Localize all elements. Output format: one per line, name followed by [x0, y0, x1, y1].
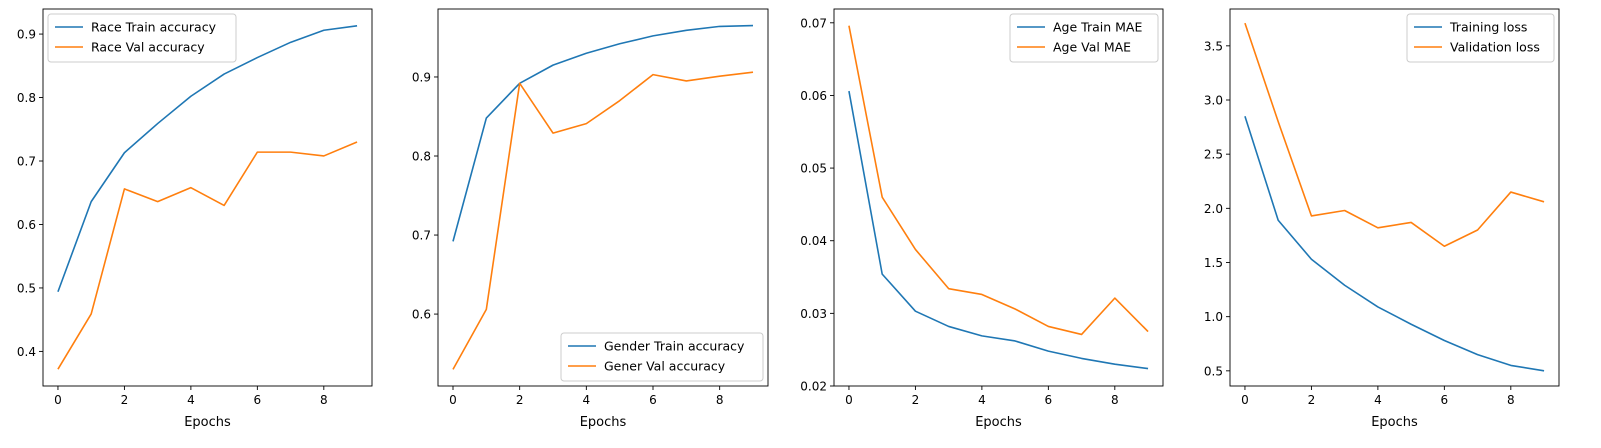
- x-tick-label: 2: [121, 393, 129, 407]
- y-tick-label: 1.5: [1204, 256, 1223, 270]
- y-tick-label: 0.07: [800, 16, 827, 30]
- y-tick-label: 0.02: [800, 380, 827, 394]
- series-line-1: [57, 25, 358, 293]
- y-tick-label: 0.5: [1204, 364, 1223, 378]
- series-line-2: [57, 141, 358, 370]
- y-tick-label: 0.7: [412, 229, 431, 243]
- x-tick-label: 4: [187, 393, 195, 407]
- plot-frame: [833, 8, 1164, 387]
- y-tick-label: 3.0: [1204, 94, 1223, 108]
- x-tick-label: 0: [54, 393, 62, 407]
- x-tick-label: 0: [845, 393, 853, 407]
- y-tick-label: 0.03: [800, 307, 827, 321]
- x-tick-label: 8: [320, 393, 328, 407]
- legend: Age Train MAE Age Val MAE: [1009, 13, 1159, 63]
- x-tick-label: 0: [449, 393, 457, 407]
- legend-box: [560, 332, 764, 382]
- y-tick-label: 0.7: [17, 155, 36, 169]
- legend: Gender Train accuracy Gener Val accuracy: [560, 332, 764, 382]
- plot-frame: [42, 8, 373, 387]
- legend: Training loss Validation loss: [1406, 13, 1555, 63]
- y-tick-label: 0.06: [800, 89, 827, 103]
- x-tick-label: 2: [912, 393, 920, 407]
- legend-label: Age Train MAE: [1053, 20, 1142, 35]
- x-tick-label: 2: [1308, 393, 1316, 407]
- legend: Race Train accuracy Race Val accuracy: [47, 13, 237, 63]
- y-tick-label: 0.04: [800, 234, 827, 248]
- x-tick-label: 8: [716, 393, 724, 407]
- legend-label: Race Val accuracy: [91, 40, 205, 55]
- x-tick-label: 6: [1045, 393, 1053, 407]
- chart-panel-2: 0 2 4 6 8 0.6 0.7 0.8 0.9 Epochs Gender Train accu…: [412, 8, 769, 430]
- legend-box: [1406, 13, 1555, 63]
- y-tick-label: 0.6: [412, 308, 431, 322]
- x-tick-label: 4: [978, 393, 986, 407]
- x-axis-label: Epochs: [1371, 415, 1418, 430]
- legend-label: Validation loss: [1450, 40, 1540, 55]
- y-tick-label: 0.05: [800, 162, 827, 176]
- x-axis-label: Epochs: [580, 415, 627, 430]
- legend-box: [1009, 13, 1159, 63]
- y-tick-label: 0.9: [412, 70, 431, 84]
- series-line-1: [452, 24, 754, 242]
- legend-label: Training loss: [1449, 20, 1527, 35]
- legend-label: Age Val MAE: [1053, 40, 1131, 55]
- x-tick-label: 0: [1241, 393, 1249, 407]
- x-tick-label: 6: [1441, 393, 1449, 407]
- legend-label: Race Train accuracy: [91, 20, 217, 35]
- plot-frame: [437, 8, 769, 387]
- y-tick-label: 0.8: [17, 91, 36, 105]
- x-tick-label: 8: [1111, 393, 1119, 407]
- chart-panel-1: 0 2 4 6 8 0.4 0.5 0.6 0.7 0.8 0.9 Epochs Race Train …: [17, 8, 373, 430]
- y-tick-label: 2.5: [1204, 148, 1223, 162]
- x-tick-label: 2: [516, 393, 524, 407]
- series-line-2: [1244, 22, 1545, 248]
- x-axis-label: Epochs: [184, 415, 231, 430]
- x-tick-label: 8: [1507, 393, 1515, 407]
- chart-panel-3: 0 2 4 6 8 0.02 0.03 0.04 0.05 0.06 0.07 Epochs Age T…: [800, 8, 1164, 430]
- y-tick-label: 0.8: [412, 150, 431, 164]
- chart-panel-4: 0 2 4 6 8 0.5 1.0 1.5 2.0 2.5 3.0 3.5 Epochs Training…: [1204, 8, 1560, 430]
- y-tick-label: 0.5: [17, 281, 36, 295]
- y-tick-label: 0.9: [17, 28, 36, 42]
- x-tick-label: 6: [254, 393, 262, 407]
- series-line-2: [848, 25, 1149, 336]
- series-line-2: [452, 71, 754, 370]
- legend-label: Gender Train accuracy: [604, 339, 745, 354]
- x-tick-label: 6: [649, 393, 657, 407]
- series-line-1: [1244, 116, 1545, 372]
- x-tick-label: 4: [583, 393, 591, 407]
- x-axis-label: Epochs: [975, 415, 1022, 430]
- legend-label: Gener Val accuracy: [604, 359, 726, 374]
- legend-box: [47, 13, 237, 63]
- plot-frame: [1229, 8, 1560, 387]
- x-tick-label: 4: [1374, 393, 1382, 407]
- y-tick-label: 3.5: [1204, 39, 1223, 53]
- y-tick-label: 2.0: [1204, 202, 1223, 216]
- series-line-1: [848, 90, 1149, 370]
- y-tick-label: 0.4: [17, 345, 36, 359]
- y-tick-label: 0.6: [17, 218, 36, 232]
- y-tick-label: 1.0: [1204, 310, 1223, 324]
